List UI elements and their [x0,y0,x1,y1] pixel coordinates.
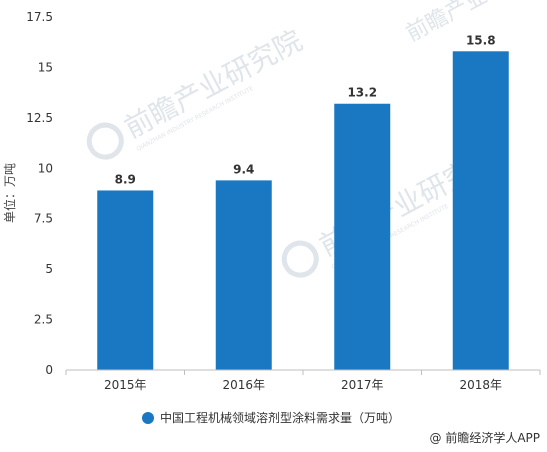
data-label-3: 13.2 [347,86,377,100]
legend-label: 中国工程机械领域溶剂型涂料需求量（万吨） [160,410,400,425]
y-tick-label: 10 [38,161,53,175]
legend-marker [142,412,154,424]
x-tick-label: 2015年 [104,378,147,392]
data-label-1: 8.9 [115,172,136,186]
x-tick-label: 2018年 [459,378,502,392]
data-label-4: 15.8 [466,33,496,47]
data-label-2: 9.4 [233,162,254,176]
bar-4 [452,51,509,370]
y-axis-ticks: 0 2.5 5 7.5 10 12.5 15 17.5 [26,10,53,377]
y-tick-label: 15 [38,60,53,74]
y-tick-label: 5 [45,262,53,276]
source-credit: @ 前瞻经济学人APP [430,430,541,445]
bar-2 [215,180,272,370]
data-labels-group: 8.9 9.4 13.2 15.8 [115,33,496,186]
x-tick-label: 2017年 [341,378,384,392]
bars-group [97,51,509,370]
y-tick-label: 0 [45,363,53,377]
x-axis-ticks: 2015年 2016年 2017年 2018年 [65,370,541,392]
y-tick-label: 7.5 [34,212,53,226]
watermark-logo-1: 前瞻产业研究院 QIANZHAN INDUSTRY RESEARCH INSTI… [86,24,308,160]
legend: 中国工程机械领域溶剂型涂料需求量（万吨） [142,410,400,425]
bar-1 [97,190,154,370]
y-tick-label: 17.5 [26,10,53,24]
bar-3 [334,103,391,370]
x-tick-label: 2016年 [222,378,265,392]
y-axis-title: 单位：万吨 [2,163,17,223]
y-tick-label: 2.5 [34,313,53,327]
watermark-text-1: 前瞻产业研究院 [119,24,308,145]
y-tick-label: 12.5 [26,111,53,125]
